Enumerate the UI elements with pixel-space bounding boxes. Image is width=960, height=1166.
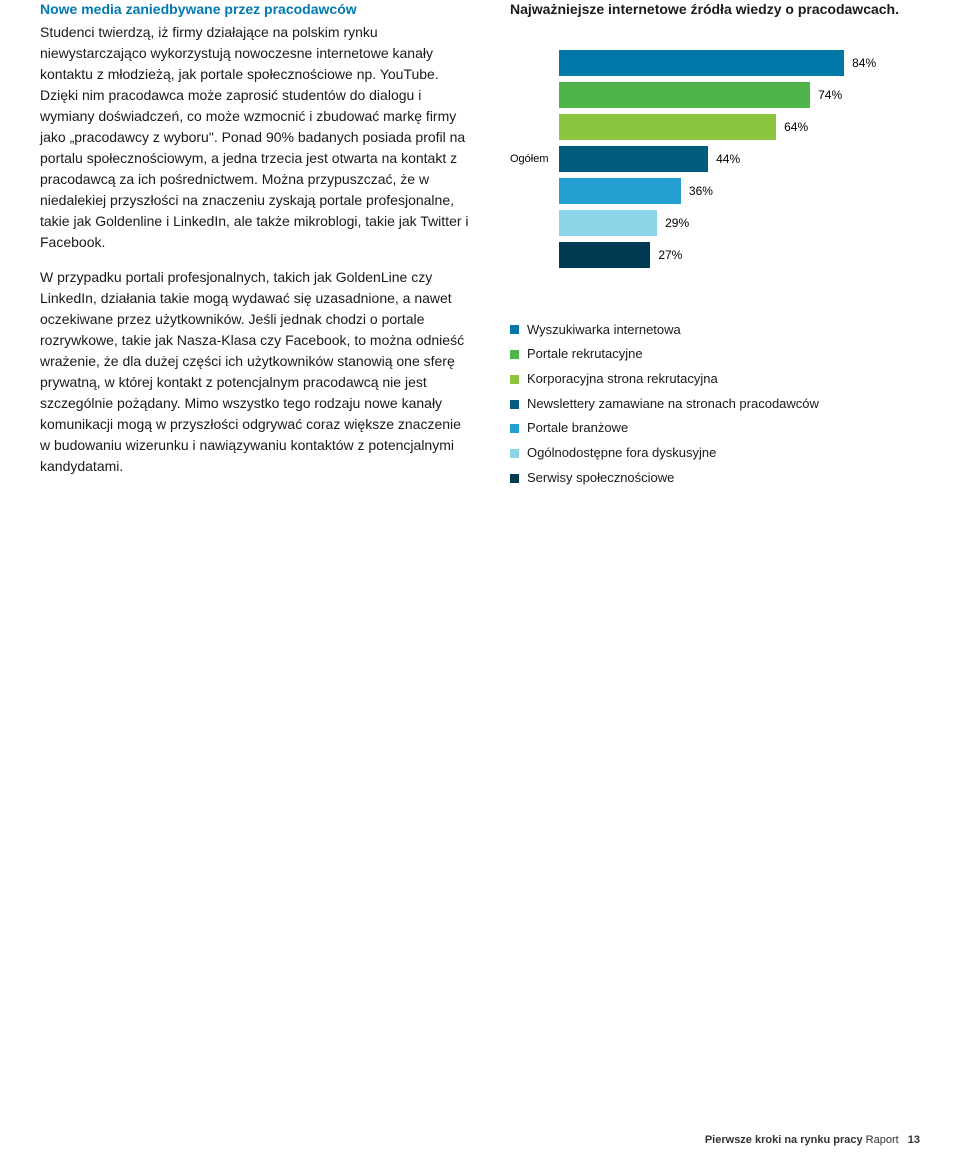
legend-swatch (510, 449, 519, 458)
legend-item: Ogólnodostępne fora dyskusyjne (510, 441, 920, 466)
legend-swatch (510, 375, 519, 384)
bar-chart: Ogółem 84% 74% 64% 44% 36% 29% 27% (510, 50, 920, 268)
legend-item: Newslettery zamawiane na stronach pracod… (510, 392, 920, 417)
legend-swatch (510, 474, 519, 483)
legend-swatch (510, 325, 519, 334)
paragraph-1: Studenci twierdzą, iż firmy działające n… (40, 22, 470, 253)
legend-label: Portale rekrutacyjne (527, 342, 643, 367)
footer-title: Pierwsze kroki na rynku pracy (705, 1134, 863, 1146)
section-heading: Nowe media zaniedbywane przez pracodawcó… (40, 0, 470, 20)
legend-item: Korporacyjna strona rekrutacyjna (510, 367, 920, 392)
bar (559, 114, 777, 140)
bar (559, 178, 681, 204)
legend-label: Ogólnodostępne fora dyskusyjne (527, 441, 716, 466)
bar-label: 74% (818, 88, 842, 102)
bar-label: 36% (689, 184, 713, 198)
paragraph-2: W przypadku portali profesjonalnych, tak… (40, 267, 470, 477)
bar (559, 146, 709, 172)
bar-label: 29% (665, 216, 689, 230)
page-footer: Pierwsze kroki na rynku pracy Raport 13 (705, 1134, 920, 1146)
bar-row: 74% (559, 82, 920, 108)
bar-row: 27% (559, 242, 920, 268)
legend-label: Serwisy społecznościowe (527, 466, 674, 491)
legend-swatch (510, 400, 519, 409)
legend-item: Serwisy społecznościowe (510, 466, 920, 491)
legend-label: Portale branżowe (527, 416, 628, 441)
bar-label: 27% (658, 248, 682, 262)
footer-subtitle: Raport (866, 1134, 899, 1146)
bar (559, 50, 845, 76)
legend-label: Newslettery zamawiane na stronach pracod… (527, 392, 819, 417)
legend-item: Portale rekrutacyjne (510, 342, 920, 367)
legend-item: Portale branżowe (510, 416, 920, 441)
bar (559, 82, 811, 108)
chart-legend: Wyszukiwarka internetowaPortale rekrutac… (510, 318, 920, 491)
bar-row: 64% (559, 114, 920, 140)
bar-label: 84% (852, 56, 876, 70)
legend-item: Wyszukiwarka internetowa (510, 318, 920, 343)
legend-swatch (510, 424, 519, 433)
legend-label: Wyszukiwarka internetowa (527, 318, 681, 343)
chart-axis-label: Ogółem (510, 153, 549, 165)
bar-label: 64% (784, 120, 808, 134)
bar-row: 29% (559, 210, 920, 236)
chart-title: Najważniejsze internetowe źródła wiedzy … (510, 0, 920, 20)
legend-label: Korporacyjna strona rekrutacyjna (527, 367, 718, 392)
bar (559, 210, 658, 236)
bar-label: 44% (716, 152, 740, 166)
bar-row: 36% (559, 178, 920, 204)
legend-swatch (510, 350, 519, 359)
page-number: 13 (908, 1134, 920, 1146)
bar (559, 242, 651, 268)
bar-row: 84% (559, 50, 920, 76)
bar-row: 44% (559, 146, 920, 172)
